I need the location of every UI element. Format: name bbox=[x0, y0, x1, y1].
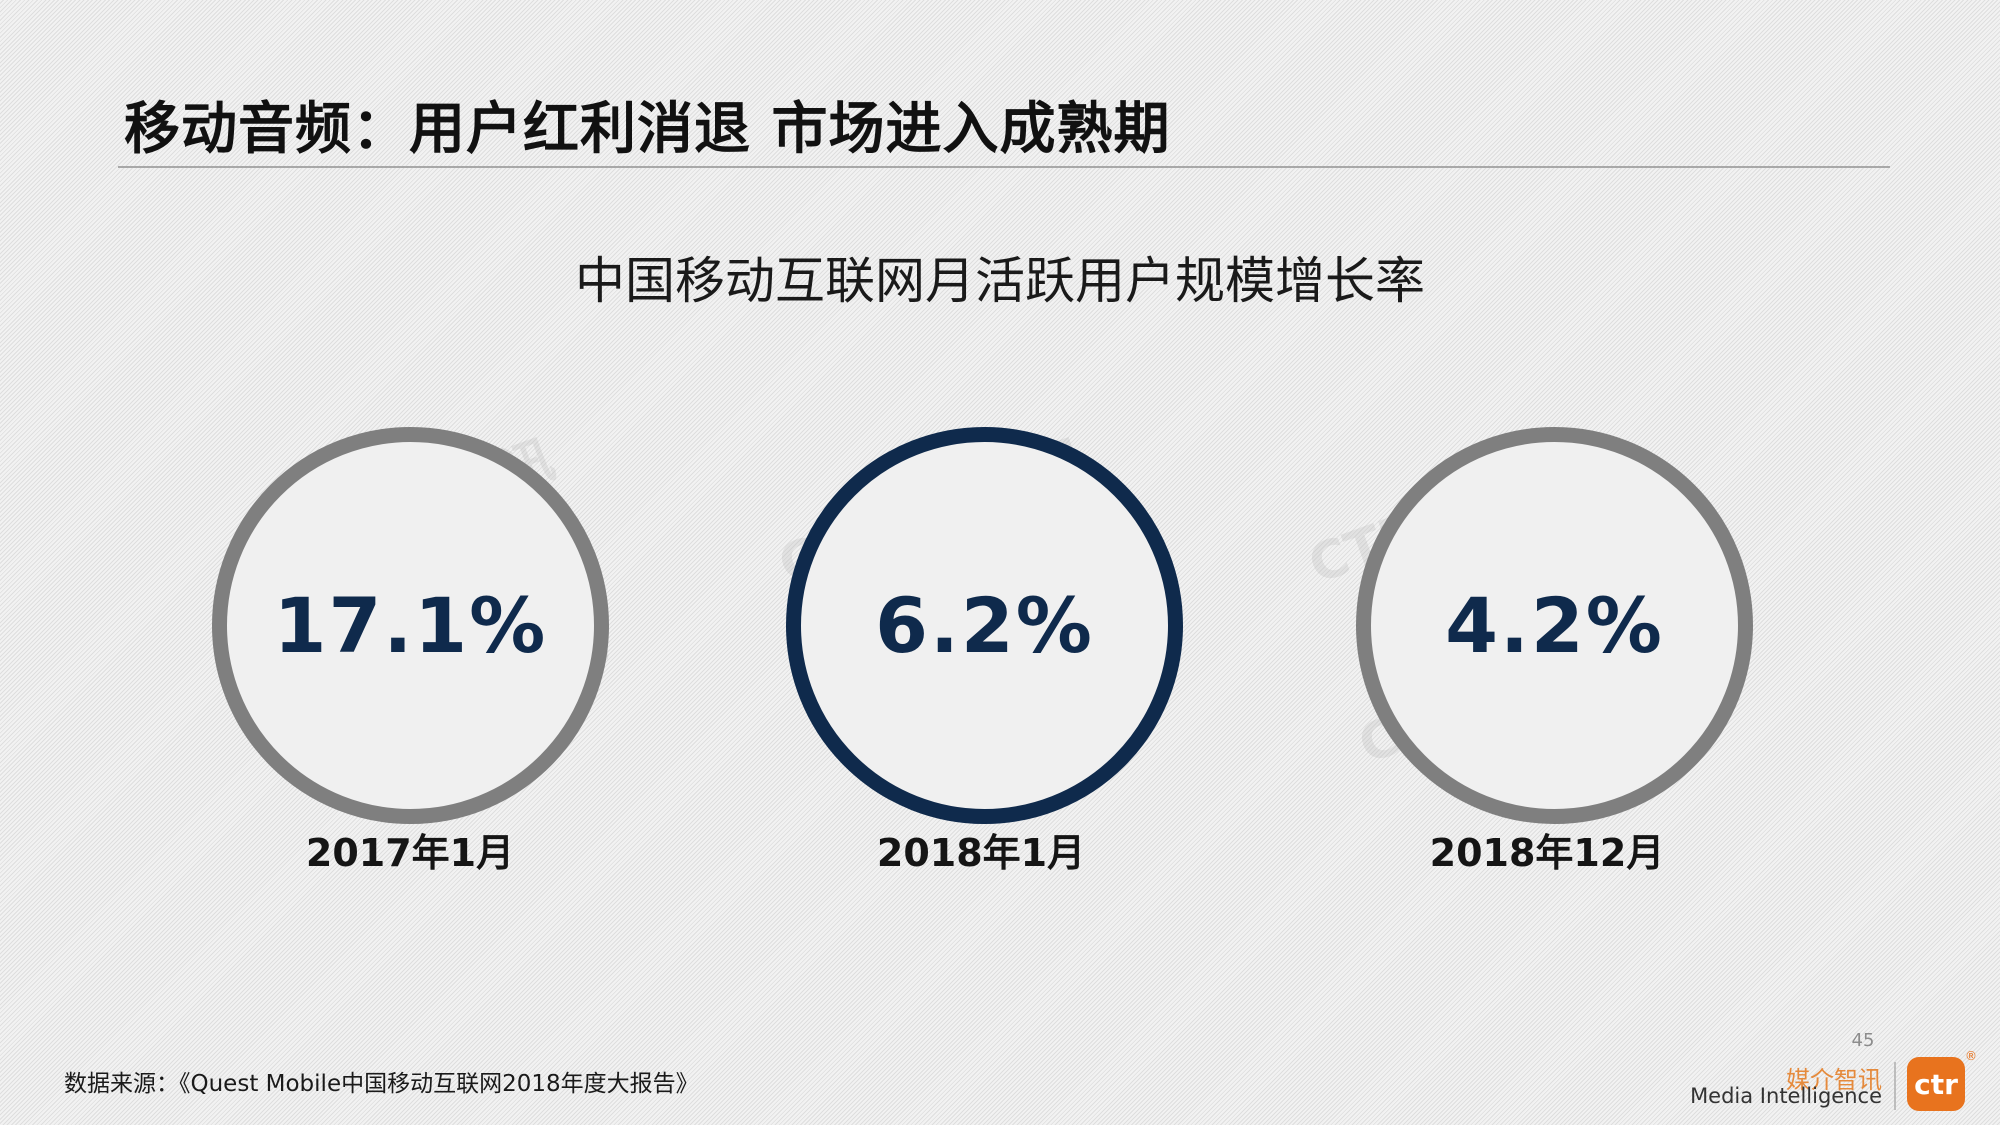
period-label: 2018年12月 bbox=[1429, 831, 1665, 875]
brand-name-cn: 媒介智讯 bbox=[1786, 1066, 1882, 1094]
data-source-note: 数据来源：《Quest Mobile中国移动互联网2018年度大报告》 bbox=[64, 1071, 699, 1097]
title-divider bbox=[118, 166, 1890, 168]
slide-title: 移动音频：用户红利消退 市场进入成熟期 bbox=[124, 97, 1171, 162]
growth-rate-value: 17.1% bbox=[273, 581, 548, 670]
registered-mark: ® bbox=[1965, 1049, 1977, 1063]
growth-circle-2018-dec: 4.2% bbox=[1356, 427, 1753, 824]
growth-rate-value: 6.2% bbox=[875, 581, 1094, 670]
brand-divider bbox=[1894, 1062, 1896, 1110]
ctr-logo-icon: ctr bbox=[1907, 1057, 1965, 1111]
growth-circle-2017-jan: 17.1% bbox=[212, 427, 609, 824]
brand-name-en: Media Intelligence bbox=[1690, 1084, 1882, 1108]
chart-title: 中国移动互联网月活跃用户规模增长率 bbox=[575, 252, 1425, 310]
period-label: 2017年1月 bbox=[305, 831, 515, 875]
period-label: 2018年1月 bbox=[876, 831, 1086, 875]
page-number: 45 bbox=[1851, 1030, 1875, 1051]
growth-circle-2018-jan: 6.2% bbox=[786, 427, 1183, 824]
growth-rate-value: 4.2% bbox=[1445, 581, 1664, 670]
ctr-logo-text: ctr bbox=[1914, 1067, 1958, 1101]
